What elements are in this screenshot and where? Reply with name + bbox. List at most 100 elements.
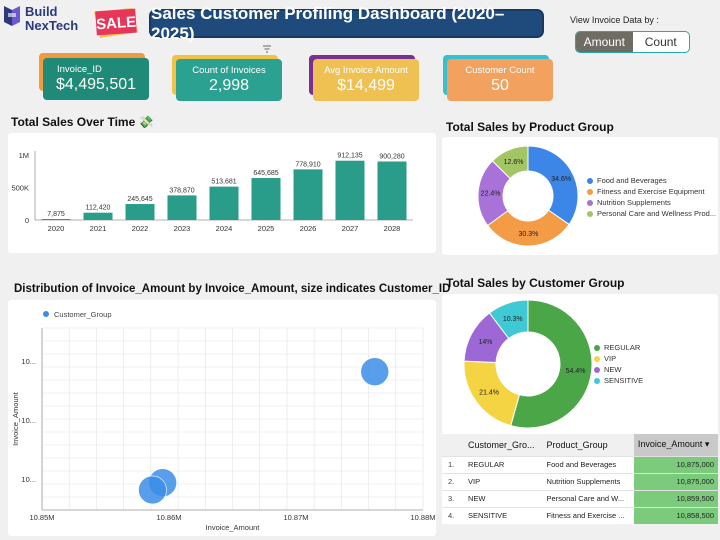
- product-group-legend: Food and Beverages Fitness and Exercise …: [587, 175, 716, 219]
- toggle-amount-option[interactable]: Amount: [576, 32, 633, 52]
- table-row[interactable]: 1. REGULAR Food and Beverages 10,875,000: [442, 455, 718, 473]
- row-product-group: Fitness and Exercise ...: [542, 506, 634, 524]
- x-tick-label: 2027: [342, 224, 359, 233]
- y-tick-label: 1M: [19, 151, 29, 160]
- kpi-value: $4,495,501: [55, 76, 137, 93]
- bar: [251, 178, 281, 220]
- table-row[interactable]: 2. VIP Nutrition Supplements 10,875,000: [442, 472, 718, 490]
- slice-label: 14%: [479, 339, 493, 346]
- bar-value-label: 900,280: [379, 153, 404, 160]
- legend-label: Fitness and Exercise Equipment: [597, 187, 705, 196]
- x-tick-label: 2020: [48, 224, 65, 233]
- legend-label: Food and Beverages: [597, 176, 667, 185]
- row-customer-group: SENSITIVE: [464, 506, 543, 524]
- bar-value-label: 245,645: [127, 196, 152, 203]
- distribution-chart: Customer_Group 10.85M 10.86M 10.87M 10.88M 10…: [11, 310, 436, 532]
- view-toggle[interactable]: Amount Count: [575, 31, 690, 53]
- distribution-title: Distribution of Invoice_Amount by Invoic…: [14, 283, 451, 295]
- legend-label: REGULAR: [604, 343, 641, 352]
- row-invoice-amount: 10,859,500: [633, 489, 718, 507]
- y-tick-label: 0: [25, 216, 29, 225]
- row-customer-group: REGULAR: [464, 455, 543, 473]
- bar: [377, 161, 407, 220]
- legend-swatch: [587, 188, 593, 195]
- brand-name: Build NexTech: [25, 5, 78, 33]
- scatter-point: [360, 357, 390, 386]
- table-header-product-group[interactable]: Product_Group: [542, 434, 634, 456]
- distribution-panel: [8, 300, 436, 536]
- view-toggle-label: View Invoice Data by :: [570, 15, 659, 25]
- slice-label: 21.4%: [479, 390, 499, 397]
- product-group-title: Total Sales by Product Group: [446, 120, 614, 134]
- x-tick-label: 2028: [384, 224, 401, 233]
- sale-badge-text: SALE: [96, 14, 137, 34]
- slice-label: 12.6%: [504, 159, 524, 166]
- table-header-invoice-amount[interactable]: Invoice_Amount ▾: [633, 434, 718, 456]
- legend-label: NEW: [604, 365, 622, 374]
- slice-label: 22.4%: [481, 191, 501, 198]
- customer-group-title: Total Sales by Customer Group: [446, 276, 625, 290]
- table-row[interactable]: 3. NEW Personal Care and W... 10,859,500: [442, 489, 718, 507]
- customer-group-chart: 54.4% 21.4% 14% 10.3%: [463, 299, 593, 429]
- filter-icon[interactable]: [262, 44, 272, 54]
- legend-label: Nutrition Supplements: [597, 198, 671, 207]
- kpi-value: 2,998: [208, 77, 250, 94]
- y-tick-label: 10...: [21, 416, 36, 425]
- legend-label: SENSITIVE: [604, 376, 644, 385]
- kpi-value: $14,499: [337, 77, 395, 94]
- y-tick-label: 10...: [21, 357, 36, 366]
- donut-slice: [527, 145, 579, 226]
- x-axis-title: Invoice_Amount: [206, 523, 261, 532]
- y-tick-label: 10...: [21, 475, 36, 484]
- legend-item: REGULAR: [594, 342, 643, 353]
- bar-value-label: 513,681: [211, 179, 236, 186]
- legend-swatch: [594, 366, 600, 373]
- table-header-customer-group[interactable]: Customer_Gro...: [464, 434, 543, 456]
- x-tick-label: 2024: [216, 224, 233, 233]
- legend-item: VIP: [594, 353, 643, 364]
- donut-slice: [491, 145, 529, 180]
- row-index: 4.: [442, 506, 464, 524]
- x-tick-label: 10.87M: [283, 513, 308, 522]
- bar: [125, 204, 155, 220]
- x-tick-label: 2022: [132, 224, 149, 233]
- legend-item: Personal Care and Wellness Prod...: [587, 208, 716, 219]
- legend-swatch: [587, 210, 593, 217]
- brand-line-2: NexTech: [25, 18, 79, 33]
- sales-table: Customer_Gro... Product_Group Invoice_Am…: [442, 434, 718, 524]
- table-header-row: Customer_Gro... Product_Group Invoice_Am…: [442, 434, 718, 456]
- legend-item: Fitness and Exercise Equipment: [587, 186, 716, 197]
- bar: [83, 212, 113, 220]
- product-group-chart: 34.6% 30.3% 22.4% 12.6%: [477, 145, 579, 247]
- toggle-count-option[interactable]: Count: [644, 35, 677, 49]
- bar: [335, 160, 365, 220]
- bar: [41, 219, 71, 220]
- row-index: 1.: [442, 455, 464, 473]
- x-tick-label: 2021: [90, 224, 107, 233]
- kpi-card-avg-invoice: Avg Invoice Amount $14,499: [313, 59, 419, 101]
- row-product-group: Nutrition Supplements: [542, 472, 634, 490]
- kpi-label: Invoice_ID: [57, 64, 102, 75]
- kpi-value: 50: [491, 77, 509, 94]
- customer-group-legend: REGULAR VIP NEW SENSITIVE: [594, 342, 643, 386]
- sale-tag-icon: SALE: [94, 8, 138, 38]
- x-tick-label: 2025: [258, 224, 275, 233]
- bar-value-label: 378,870: [169, 187, 194, 194]
- row-index: 2.: [442, 472, 464, 490]
- legend-swatch: [594, 377, 600, 384]
- brand-line-1: Build: [25, 4, 58, 19]
- row-invoice-amount: 10,875,000: [633, 472, 718, 490]
- kpi-card-count-invoices: Count of Invoices 2,998: [176, 59, 282, 101]
- legend-swatch: [594, 355, 600, 362]
- slice-label: 34.6%: [551, 176, 571, 183]
- legend-item: SENSITIVE: [594, 375, 643, 386]
- brand-logo-icon: [4, 6, 20, 26]
- donut-slice: [510, 299, 593, 429]
- x-tick-label: 2023: [174, 224, 191, 233]
- table-header-index: [442, 434, 464, 456]
- legend-swatch: [587, 199, 593, 206]
- donut-slice: [486, 209, 570, 247]
- x-tick-label: 10.85M: [29, 513, 54, 522]
- row-index: 3.: [442, 489, 464, 507]
- table-row[interactable]: 4. SENSITIVE Fitness and Exercise ... 10…: [442, 506, 718, 524]
